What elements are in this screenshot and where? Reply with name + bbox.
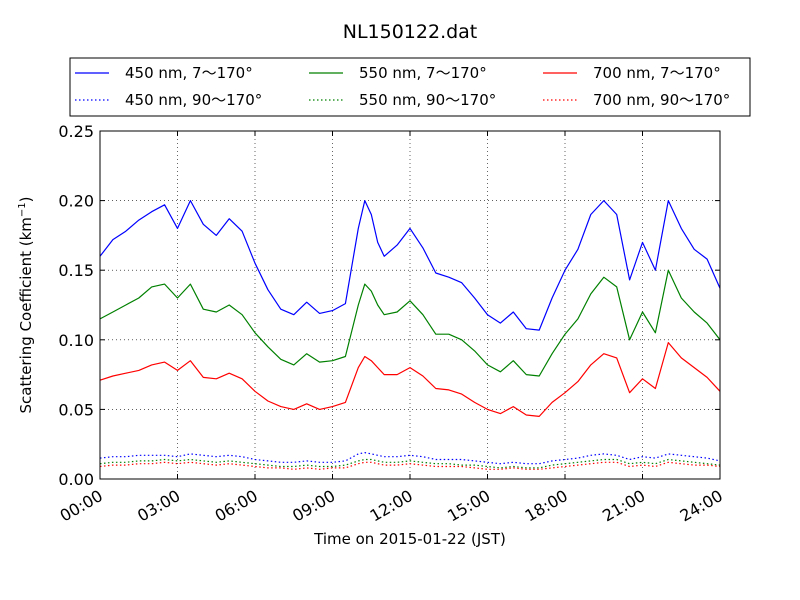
legend-label-2: 550 nm, 7～170° <box>359 64 487 82</box>
chart-title: NL150122.dat <box>343 21 478 43</box>
y-tick-label: 0.05 <box>58 400 94 419</box>
y-axis-label-close: ) <box>17 196 35 202</box>
x-axis-label: Time on 2015-01-22 (JST) <box>313 530 506 548</box>
legend-label-3: 550 nm, 90～170° <box>359 91 496 109</box>
y-axis-label-sup: −1 <box>17 202 28 217</box>
y-axis-label-main: Scattering Coefficient (km <box>17 217 35 413</box>
series-line-1 <box>99 452 721 465</box>
legend-label-0: 450 nm, 7～170° <box>125 64 253 82</box>
legend-frame <box>69 57 751 117</box>
series-line-2 <box>99 269 721 377</box>
y-tick-label: 0.10 <box>58 331 94 350</box>
legend-label-1: 450 nm, 90～170° <box>125 91 262 109</box>
y-axis-label: Scattering Coefficient (km−1) <box>17 196 35 413</box>
series-line-0 <box>99 200 721 331</box>
y-tick-label: 0.20 <box>58 192 94 211</box>
series-line-4 <box>99 342 721 417</box>
series-line-3 <box>99 458 721 469</box>
series-line-5 <box>99 461 721 470</box>
legend: 450 nm, 7～170° 550 nm, 7～170° 700 nm, 7～17… <box>69 57 751 117</box>
grid-lines <box>100 131 720 479</box>
series-layer <box>99 200 721 470</box>
y-tick-label: 0.00 <box>58 470 94 489</box>
legend-label-4: 700 nm, 7～170° <box>593 64 721 82</box>
y-tick-label: 0.25 <box>58 122 94 141</box>
y-tick-label: 0.15 <box>58 261 94 280</box>
legend-label-5: 700 nm, 90～170° <box>593 91 730 109</box>
